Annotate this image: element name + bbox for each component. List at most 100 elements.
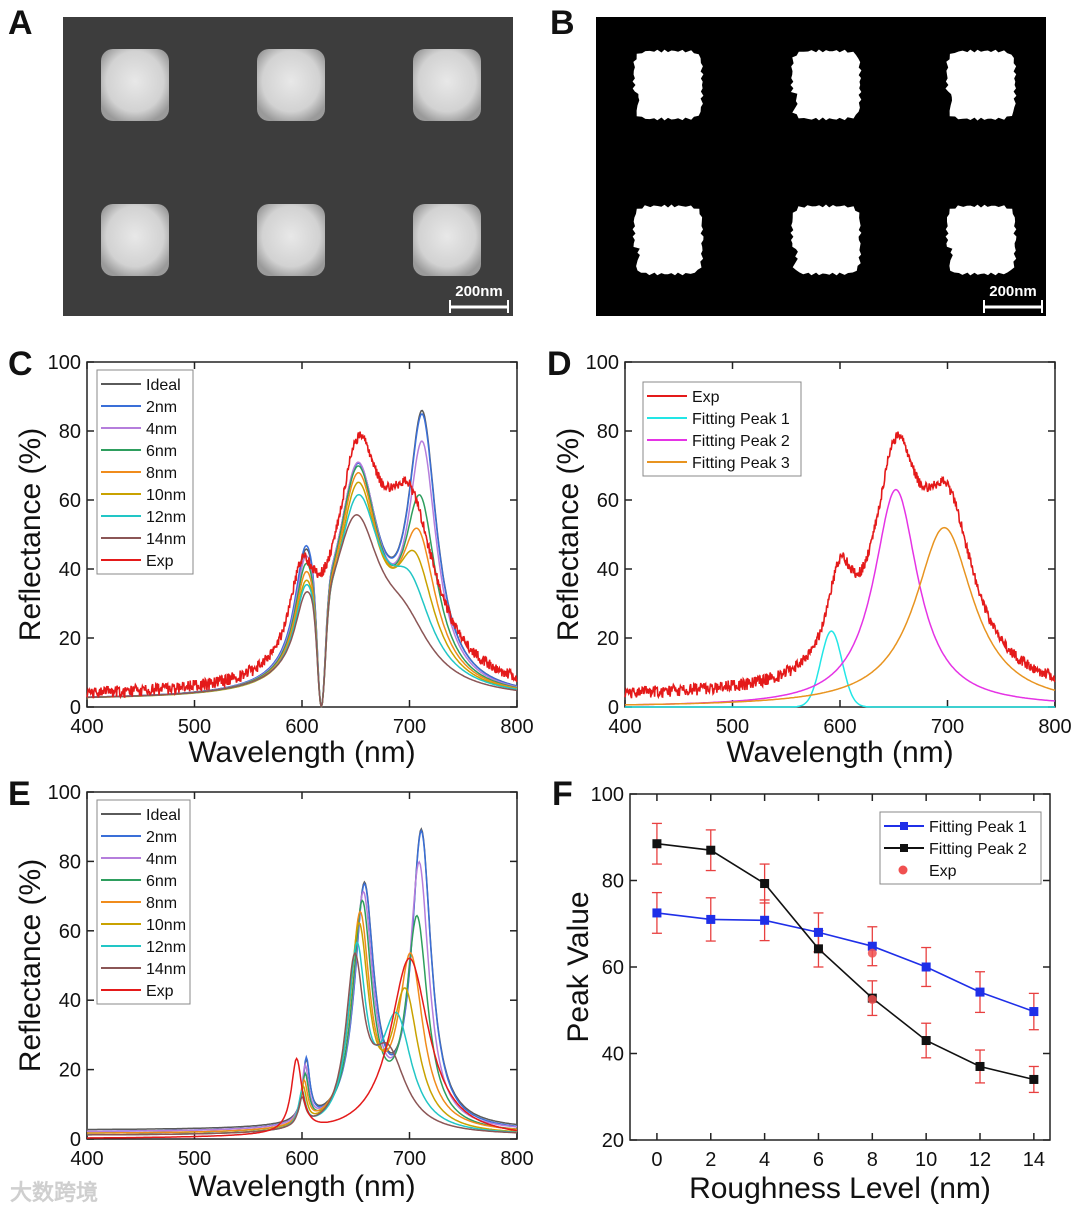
legend-marker <box>898 865 908 875</box>
data-point <box>921 1036 931 1046</box>
exp-point <box>867 948 877 958</box>
y-tick-label: 80 <box>597 421 619 443</box>
chart-e: 400 500 600 700 800 0 20 40 60 80 100 Wavelength (n… <box>14 782 534 1203</box>
x-tick-label: 4 <box>759 1149 770 1171</box>
x-tick-label: 700 <box>931 716 964 738</box>
x-tick-label: 10 <box>915 1149 937 1171</box>
panel-label-a: A <box>8 4 33 42</box>
data-point <box>813 927 823 937</box>
y-tick-label: 20 <box>59 1060 81 1082</box>
data-point <box>921 962 931 972</box>
x-axis-label: Wavelength (nm) <box>188 1170 415 1203</box>
x-tick-label: 700 <box>393 1148 426 1170</box>
x-tick-label: 500 <box>178 716 211 738</box>
data-point <box>1029 1074 1039 1084</box>
y-tick-label: 40 <box>59 559 81 581</box>
legend-entry: Ideal <box>146 377 181 394</box>
y-tick-label: 60 <box>59 921 81 943</box>
legend-marker <box>900 822 908 830</box>
x-axis-label: Wavelength (nm) <box>188 736 415 769</box>
y-tick-label: 80 <box>602 871 624 893</box>
x-tick-label: 700 <box>393 716 426 738</box>
x-tick-label: 12 <box>969 1149 991 1171</box>
series-line-fitting-peak-1 <box>625 630 1055 708</box>
y-tick-label: 80 <box>59 421 81 443</box>
y-tick-label: 60 <box>59 490 81 512</box>
nanostructure <box>257 204 325 276</box>
legend-entry: Exp <box>146 983 174 1000</box>
y-tick-label: 60 <box>597 490 619 512</box>
data-point <box>652 839 662 849</box>
series-line-14nm <box>87 952 518 1136</box>
data-point <box>706 914 716 924</box>
x-tick-label: 8 <box>867 1149 878 1171</box>
scale-bar-b-label: 200nm <box>989 283 1037 300</box>
exp-point <box>867 994 877 1004</box>
data-point <box>813 944 823 954</box>
nanostructure <box>413 49 481 121</box>
nanostructure <box>101 204 169 276</box>
legend-entry: 6nm <box>146 873 177 890</box>
binary-nanostructure <box>632 204 704 276</box>
x-tick-label: 600 <box>285 1148 318 1170</box>
x-tick-label: 400 <box>70 716 103 738</box>
y-tick-label: 20 <box>597 628 619 650</box>
series-line-fitting-peak-2 <box>625 488 1056 706</box>
data-point <box>867 941 877 951</box>
legend-entry: Fitting Peak 3 <box>692 455 790 472</box>
legend-box <box>642 381 802 477</box>
y-tick-label: 60 <box>602 957 624 979</box>
y-tick-label: 0 <box>70 1129 81 1151</box>
legend-entry: 4nm <box>146 421 177 438</box>
x-tick-label: 2 <box>705 1149 716 1171</box>
legend-entry: 14nm <box>146 531 186 548</box>
y-tick-label: 20 <box>602 1130 624 1152</box>
nanostructure <box>413 204 481 276</box>
panel-label-f: F <box>552 775 573 813</box>
data-point <box>760 915 770 925</box>
legend-entry: 10nm <box>146 487 186 504</box>
legend-entry: 12nm <box>146 509 186 526</box>
legend-entry: 12nm <box>146 939 186 956</box>
y-tick-label: 100 <box>48 352 81 374</box>
binary-nanostructure <box>790 204 862 276</box>
y-tick-label: 100 <box>591 784 624 806</box>
y-tick-label: 0 <box>70 697 81 719</box>
binary-image <box>596 17 1046 316</box>
binary-nanostructure <box>945 49 1017 121</box>
series-line-fitting-peak-3 <box>625 526 1056 706</box>
panel-label-d: D <box>547 345 572 383</box>
y-tick-label: 100 <box>586 352 619 374</box>
x-tick-label: 0 <box>651 1149 662 1171</box>
legend-entry: 8nm <box>146 465 177 482</box>
y-tick-label: 40 <box>59 990 81 1012</box>
legend-entry: Fitting Peak 1 <box>929 819 1027 836</box>
x-tick-label: 600 <box>823 716 856 738</box>
y-axis-label: Reflectance (%) <box>14 428 47 641</box>
binary-nanostructure <box>945 204 1017 276</box>
x-tick-label: 500 <box>178 1148 211 1170</box>
x-tick-label: 600 <box>285 716 318 738</box>
data-point <box>652 908 662 918</box>
series-line-exp <box>624 431 1056 700</box>
legend-entry: 6nm <box>146 443 177 460</box>
y-axis-label: Reflectance (%) <box>552 428 585 641</box>
data-point <box>975 1061 985 1071</box>
x-tick-label: 800 <box>500 716 533 738</box>
y-tick-label: 100 <box>48 782 81 804</box>
series-line-peak-1 <box>656 912 1035 1013</box>
binary-nanostructure <box>790 49 862 121</box>
data-point <box>706 845 716 855</box>
series-line-peak-2 <box>656 842 1034 1081</box>
scale-bar-a-label: 200nm <box>455 283 503 300</box>
legend-entry: 2nm <box>146 399 177 416</box>
legend-entry: Fitting Peak 2 <box>692 433 790 450</box>
sem-image <box>63 17 513 316</box>
legend-entry: 2nm <box>146 829 177 846</box>
legend-entry: Ideal <box>146 807 181 824</box>
x-tick-label: 500 <box>716 716 749 738</box>
chart-f: 0 2 4 6 8 10 12 14 20 40 60 80 100 Roughness Level (n… <box>562 784 1051 1205</box>
